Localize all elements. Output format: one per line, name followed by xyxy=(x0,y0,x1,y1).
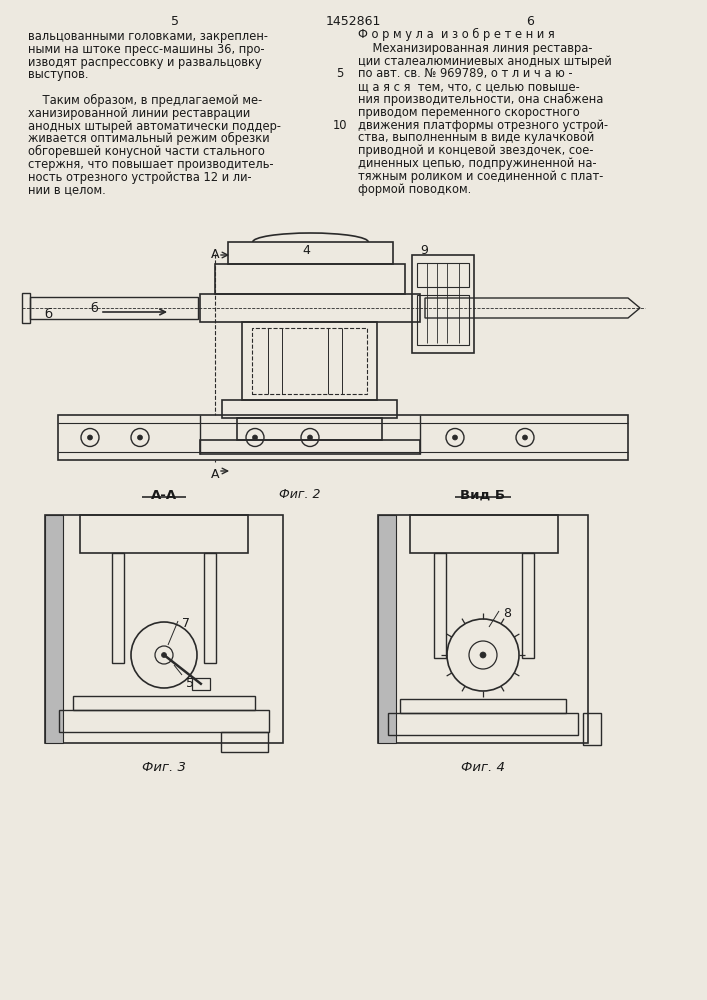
Text: тяжным роликом и соединенной с плат-: тяжным роликом и соединенной с плат- xyxy=(358,170,603,183)
Bar xyxy=(215,264,405,294)
Bar xyxy=(73,696,255,710)
Bar xyxy=(59,710,269,732)
Circle shape xyxy=(137,435,143,440)
Bar xyxy=(583,713,601,745)
Bar xyxy=(112,553,124,663)
Circle shape xyxy=(522,435,527,440)
Text: А: А xyxy=(211,468,219,481)
Bar xyxy=(22,293,30,323)
Text: ния производительности, она снабжена: ния производительности, она снабжена xyxy=(358,93,603,106)
Bar xyxy=(228,242,393,264)
Text: вальцованными головками, закреплен-: вальцованными головками, закреплен- xyxy=(28,30,268,43)
Text: ства, выполненным в виде кулачковой: ства, выполненным в виде кулачковой xyxy=(358,131,595,144)
Circle shape xyxy=(308,435,312,440)
Text: Таким образом, в предлагаемой ме-: Таким образом, в предлагаемой ме- xyxy=(28,94,262,107)
Text: А: А xyxy=(211,248,219,261)
Bar xyxy=(388,713,578,735)
Bar xyxy=(434,553,446,658)
Text: 5: 5 xyxy=(186,677,194,690)
Text: приводом переменного скоростного: приводом переменного скоростного xyxy=(358,106,580,119)
Bar xyxy=(242,322,377,400)
Text: 9: 9 xyxy=(420,244,428,257)
Text: ханизированной линии реставрации: ханизированной линии реставрации xyxy=(28,107,250,120)
Bar xyxy=(522,553,534,658)
Text: живается оптимальный режим обрезки: живается оптимальный режим обрезки xyxy=(28,132,269,145)
Text: 6: 6 xyxy=(526,15,534,28)
Text: б: б xyxy=(90,302,98,315)
Text: ность отрезного устройства 12 и ли-: ность отрезного устройства 12 и ли- xyxy=(28,171,252,184)
Bar xyxy=(400,699,566,713)
Bar xyxy=(80,515,248,553)
Text: 1452861: 1452861 xyxy=(325,15,380,28)
Bar xyxy=(200,440,420,454)
Bar xyxy=(378,515,396,743)
Bar xyxy=(204,553,216,663)
Text: Механизированная линия реставра-: Механизированная линия реставра- xyxy=(358,42,592,55)
Bar xyxy=(378,515,588,743)
Text: 7: 7 xyxy=(182,617,190,630)
Text: приводной и концевой звездочек, сое-: приводной и концевой звездочек, сое- xyxy=(358,144,593,157)
Text: обгоревшей конусной части стального: обгоревшей конусной части стального xyxy=(28,145,265,158)
Text: Фиг. 4: Фиг. 4 xyxy=(461,761,505,774)
Text: анодных штырей автоматически поддер-: анодных штырей автоматически поддер- xyxy=(28,120,281,133)
Bar xyxy=(30,297,198,319)
Bar xyxy=(417,263,469,287)
Circle shape xyxy=(480,652,486,658)
Bar xyxy=(192,678,210,690)
Text: Фиг. 3: Фиг. 3 xyxy=(142,761,186,774)
Bar xyxy=(412,255,474,353)
Bar xyxy=(200,294,420,322)
Bar xyxy=(58,415,628,460)
Text: выступов.: выступов. xyxy=(28,68,88,81)
Bar xyxy=(222,400,397,418)
Text: ции сталеалюминиевых анодных штырей: ции сталеалюминиевых анодных штырей xyxy=(358,55,612,68)
Text: по авт. св. № 969789, о т л и ч а ю -: по авт. св. № 969789, о т л и ч а ю - xyxy=(358,67,573,80)
Text: нии в целом.: нии в целом. xyxy=(28,184,106,197)
Text: изводят распрессовку и развальцовку: изводят распрессовку и развальцовку xyxy=(28,56,262,69)
Circle shape xyxy=(452,435,457,440)
Circle shape xyxy=(161,652,167,658)
Text: Фиг. 2: Фиг. 2 xyxy=(279,488,321,501)
Text: 8: 8 xyxy=(503,607,511,620)
Text: 5: 5 xyxy=(171,15,179,28)
Bar xyxy=(45,515,283,743)
Bar xyxy=(221,732,268,752)
Circle shape xyxy=(252,435,257,440)
Text: Ф о р м у л а  и з о б р е т е н и я: Ф о р м у л а и з о б р е т е н и я xyxy=(358,28,555,41)
Text: 5: 5 xyxy=(337,67,344,80)
Bar xyxy=(417,295,469,345)
Text: Вид Б: Вид Б xyxy=(460,489,506,502)
Text: ными на штоке пресс-машины 36, про-: ными на штоке пресс-машины 36, про- xyxy=(28,43,264,56)
Bar xyxy=(410,515,558,553)
Text: щ а я с я  тем, что, с целью повыше-: щ а я с я тем, что, с целью повыше- xyxy=(358,80,580,93)
Text: б: б xyxy=(44,308,52,321)
Text: движения платформы отрезного устрой-: движения платформы отрезного устрой- xyxy=(358,119,608,132)
Text: формой поводком.: формой поводком. xyxy=(358,183,472,196)
Text: А-А: А-А xyxy=(151,489,177,502)
Text: 10: 10 xyxy=(333,119,347,132)
Text: 4: 4 xyxy=(302,244,310,257)
Bar xyxy=(237,418,382,440)
Bar xyxy=(45,515,63,743)
Circle shape xyxy=(88,435,93,440)
Text: диненных цепью, подпружиненной на-: диненных цепью, подпружиненной на- xyxy=(358,157,597,170)
Bar xyxy=(252,328,367,394)
Text: стержня, что повышает производитель-: стержня, что повышает производитель- xyxy=(28,158,274,171)
